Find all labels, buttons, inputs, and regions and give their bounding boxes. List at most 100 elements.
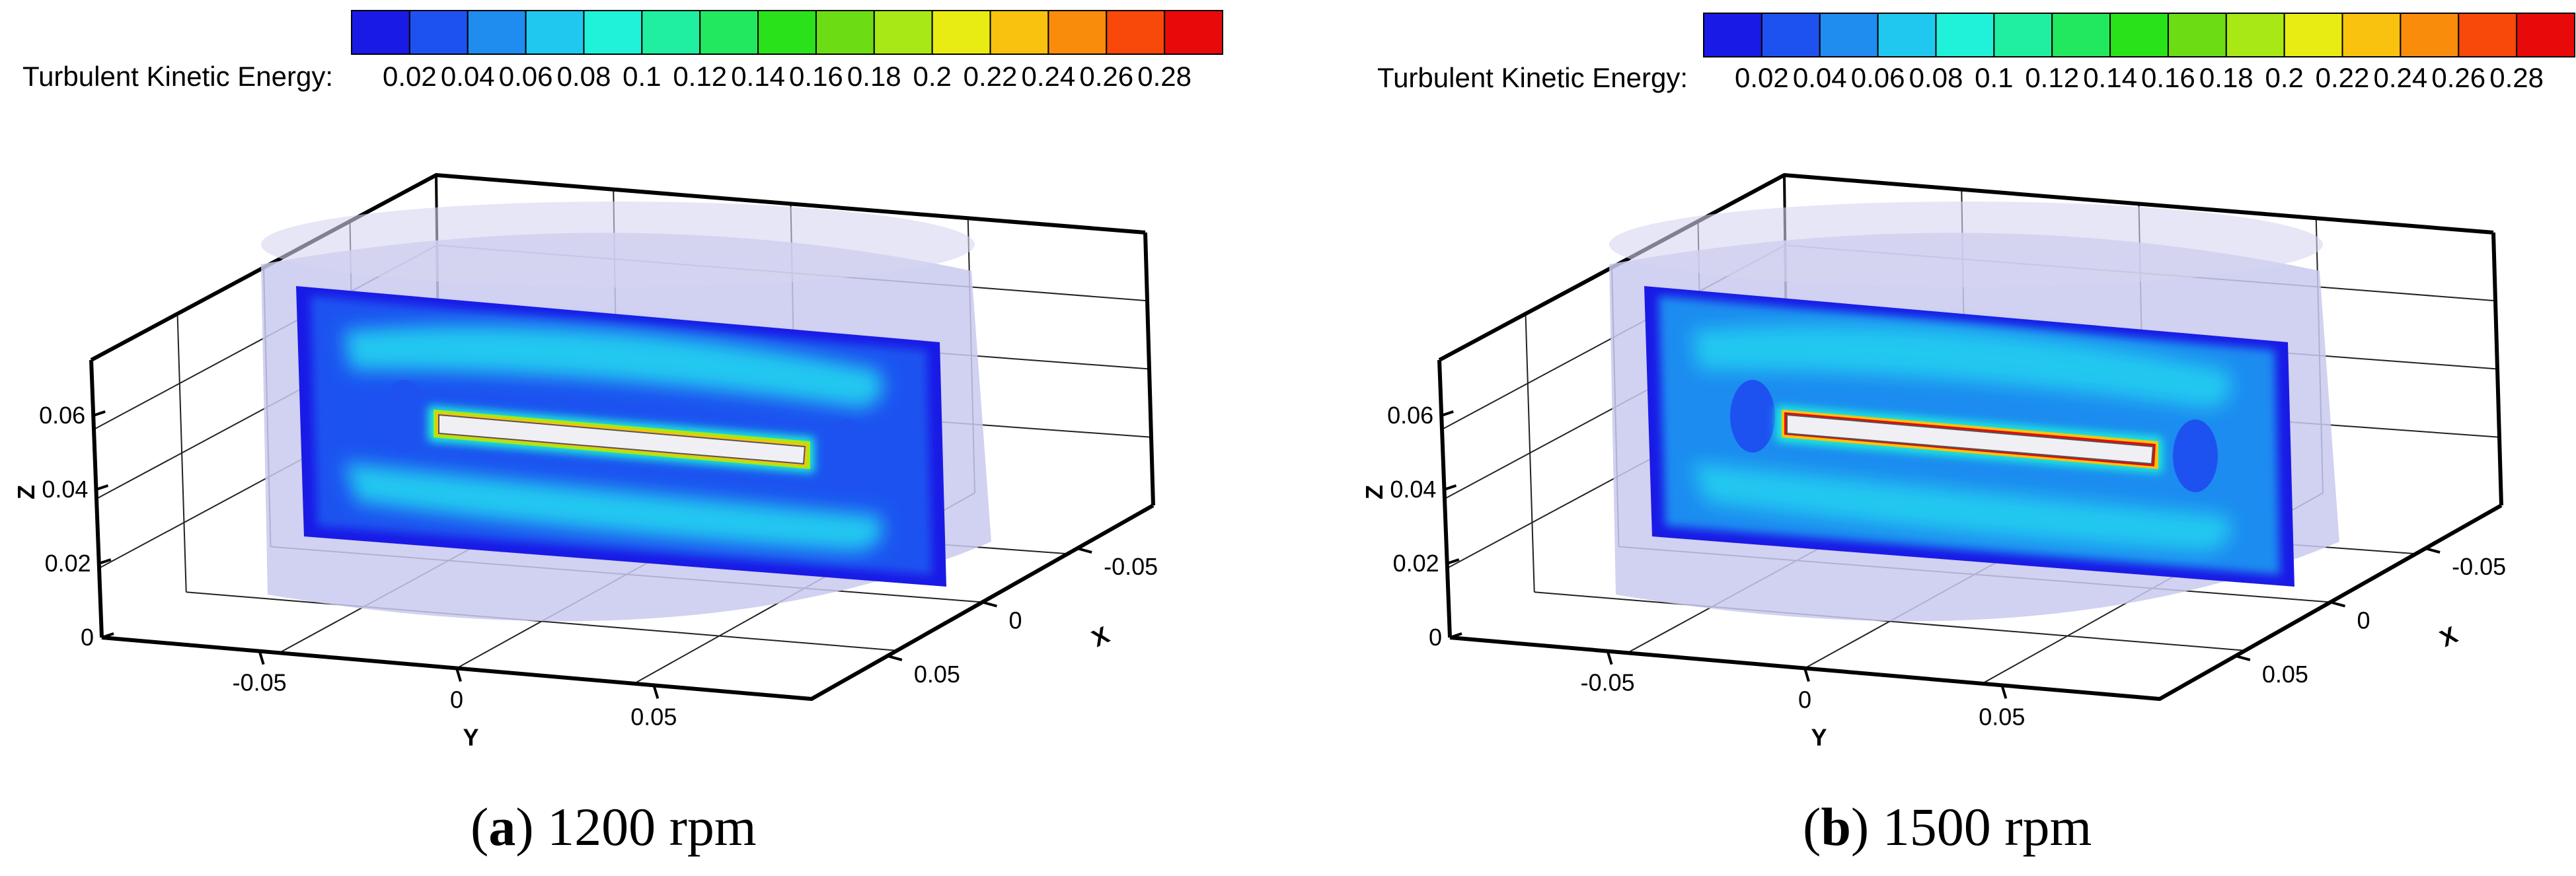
colorbar-tick-label: 0.12 [673, 61, 727, 92]
colorbar-swatch [1047, 10, 1108, 55]
z-tick-label: 0.02 [45, 550, 91, 577]
x-tick-label: 0.05 [914, 661, 960, 688]
colorbar-tick-label: 0.14 [2083, 62, 2137, 93]
colorbar-swatch [989, 10, 1049, 55]
x-tick-mark [1077, 547, 1092, 554]
panel-b-caption: (b) 1500 rpm [1803, 796, 2092, 858]
z-axis-label: Z [1361, 485, 1388, 499]
x-tick-mark [981, 601, 998, 608]
colorbar-tick-label: 0.06 [499, 61, 553, 92]
tank-top-surface [261, 201, 975, 287]
colorbar-swatch [408, 10, 469, 55]
y-tick-label: 0.05 [1979, 703, 2025, 730]
panel-b: Turbulent Kinetic Energy: 0.02 0.04 0.06 0.0… [1361, 13, 2575, 750]
colorbar-tick-label: 0.28 [1137, 61, 1192, 92]
z-tick-mark [1441, 410, 1454, 417]
x-tick-mark [2425, 547, 2441, 554]
colorbar-swatch [1877, 13, 1937, 57]
colorbar-tick-label: 0.18 [2199, 62, 2254, 93]
colorbar-swatch [583, 10, 643, 55]
z-axis-label: Z [13, 485, 40, 499]
box-bottom-edge [101, 503, 1155, 701]
colorbar-swatch [2516, 13, 2575, 57]
x-tick-label: -0.05 [2452, 553, 2506, 580]
x-axis-label: X [2436, 621, 2462, 652]
box-left-edge [89, 359, 104, 638]
x-tick-mark [887, 654, 903, 661]
colorbar-swatch [815, 10, 875, 55]
z-tick-label: 0.06 [1387, 402, 1433, 429]
colorbar-swatch [2400, 13, 2460, 57]
x-tick-label: -0.05 [1104, 553, 1158, 580]
colorbar-swatch [2283, 13, 2343, 57]
lower-contour-lobe [1692, 462, 2230, 552]
upper-contour-lobe [1692, 325, 2231, 408]
colorbar-swatch [1761, 13, 1821, 57]
colorbar: Turbulent Kinetic Energy: 0.02 0.04 0.06 0.0… [1377, 13, 2575, 93]
right-vortex-patch [2173, 420, 2218, 492]
z-tick-mark [1449, 632, 1462, 639]
colorbar-tick-label: 0.14 [731, 61, 785, 92]
caption-open-paren: ( [1803, 797, 1821, 857]
colorbar-swatch [757, 10, 817, 55]
colorbar-label: Turbulent Kinetic Energy: [1377, 62, 1688, 93]
caption-letter: a [488, 797, 516, 857]
z-tick-mark [98, 558, 112, 565]
box-left-edge [1437, 359, 1452, 638]
caption-close-paren: ) [1850, 797, 1870, 857]
contour-plane [1644, 286, 2294, 587]
left-vortex-patch [382, 380, 427, 453]
y-tick-mark [455, 667, 462, 682]
right-vortex-patch [825, 420, 870, 492]
z-tick-label: 0.04 [42, 476, 88, 503]
colorbar-swatch [1703, 13, 1762, 57]
colorbar-tick-label: 0.04 [1793, 62, 1847, 93]
colorbar-swatch [699, 10, 759, 55]
colorbar-tick-label: 0.06 [1851, 62, 1905, 93]
colorbar-tick-label: 0.08 [557, 61, 611, 92]
colorbar-tick-label: 0.12 [2025, 62, 2079, 93]
colorbar-swatch [2051, 13, 2111, 57]
y-tick-label: 0 [450, 686, 463, 713]
colorbar-tick-label: 0.1 [623, 61, 661, 92]
box-right-edge [1143, 232, 1155, 506]
colorbar-tick-label: 0.04 [441, 61, 495, 92]
colorbar-tick-label: 0.26 [1079, 61, 1133, 92]
colorbar-swatch [931, 10, 991, 55]
colorbar-tick-label: 0.1 [1975, 62, 2013, 93]
z-tick-mark [101, 632, 114, 639]
panel-a-caption: (a) 1200 rpm [471, 796, 757, 858]
colorbar-swatch [1819, 13, 1879, 57]
colorbar-swatch [873, 10, 933, 55]
x-tick-label: 0 [2357, 607, 2370, 634]
caption-open-paren: ( [471, 797, 489, 857]
z-tick-label: 0 [1429, 624, 1442, 651]
z-tick-mark [1443, 484, 1457, 491]
caption-text: 1200 rpm [547, 797, 757, 857]
caption-text: 1500 rpm [1882, 797, 2092, 857]
z-tick-label: 0.02 [1393, 550, 1439, 577]
colorbar-swatch [1993, 13, 2053, 57]
y-tick-mark [2000, 684, 2008, 699]
colorbar-tick-label: 0.24 [1022, 61, 1076, 92]
z-tick-label: 0.04 [1390, 476, 1436, 503]
colorbar-swatch [2167, 13, 2227, 57]
colorbar-tick-label: 0.08 [1909, 62, 1963, 93]
x-tick-label: 0 [1009, 607, 1022, 634]
colorbar-tick-label: 0.02 [383, 61, 437, 92]
y-tick-label: -0.05 [233, 669, 287, 696]
y-tick-mark [258, 651, 265, 665]
x-tick-mark [2330, 601, 2346, 608]
colorbar-swatch [1106, 10, 1166, 55]
y-axis-label: Y [463, 723, 478, 750]
colorbar-tick-label: 0.26 [2431, 62, 2485, 93]
y-tick-mark [1606, 651, 1613, 665]
colorbar-tick-label: 0.24 [2374, 62, 2428, 93]
colorbar-swatch [525, 10, 585, 55]
colorbar-swatch [1935, 13, 1995, 57]
y-tick-mark [1803, 667, 1810, 682]
y-tick-label: 0.05 [630, 703, 677, 730]
caption-letter: b [1821, 797, 1851, 857]
x-tick-mark [2235, 654, 2251, 661]
colorbar-tick-label: 0.28 [2489, 62, 2544, 93]
